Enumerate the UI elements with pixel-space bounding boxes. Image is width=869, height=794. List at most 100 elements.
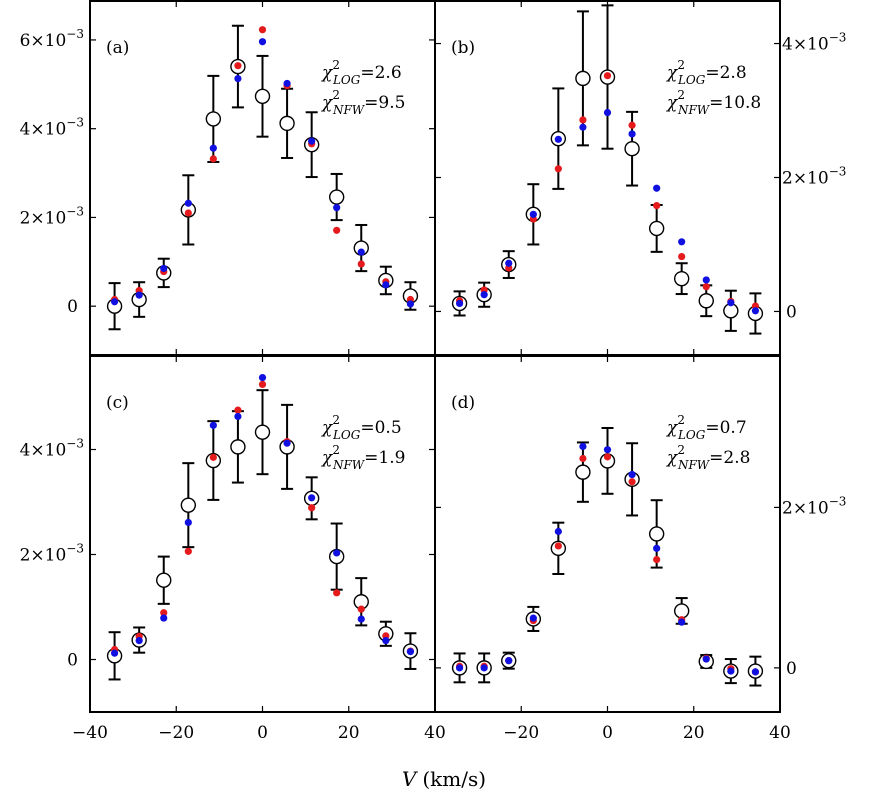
nfw-model-point	[505, 657, 513, 665]
y-tick-label-mantissa: 0	[786, 659, 797, 679]
obs-point	[328, 189, 345, 205]
chi-subscript: NFW	[677, 458, 711, 472]
y-tick-label-mantissa: 4×10	[782, 35, 829, 55]
nfw-model-point	[258, 373, 267, 382]
chi-superscript: 2	[332, 443, 340, 457]
chi-symbol: χ	[666, 93, 679, 113]
nfw-model-point	[234, 412, 242, 421]
y-tick-label: 2×10−3	[782, 494, 846, 518]
equals-sign: =	[364, 448, 378, 468]
nfw-model-point	[678, 618, 686, 626]
nfw-model-point	[480, 664, 488, 672]
chi-symbol: χ	[666, 448, 679, 468]
chi2-value: 0.7	[720, 418, 747, 438]
obs-point	[648, 220, 665, 237]
y-tick-label-mantissa: 4×10	[20, 120, 67, 140]
y-tick-label-mantissa: 2×10	[20, 546, 67, 566]
chi-subscript: LOG	[677, 73, 706, 87]
log-model-point	[628, 121, 636, 129]
chi-symbol: χ	[321, 418, 334, 438]
nfw-model-point	[678, 238, 686, 246]
y-tick-label-mantissa: 2×10	[782, 498, 829, 518]
log-model-point	[702, 283, 710, 291]
nfw-model-point	[480, 291, 488, 299]
y-tick-label: 0	[786, 659, 797, 679]
y-tick-label: 2×10−3	[20, 204, 84, 228]
log-model-point	[333, 589, 341, 597]
chi-symbol: χ	[666, 63, 679, 83]
panel-a: 02×10−34×10−36×10−3(a)χ2 LOG=2.6χ2 NFW=9.5	[20, 0, 436, 356]
equals-sign: =	[709, 448, 723, 468]
chi-superscript: 2	[677, 443, 685, 457]
nfw-model-point	[455, 299, 464, 308]
nfw-model-point	[209, 144, 217, 152]
y-tick-label-exponent: −3	[829, 165, 847, 179]
x-tick-label: −20	[158, 723, 194, 743]
chi2-value: 2.8	[720, 63, 747, 83]
y-tick-label-mantissa: 0	[67, 651, 78, 671]
log-model-point	[579, 454, 587, 463]
y-tick-label: 4×10−3	[20, 437, 84, 461]
log-model-point	[234, 406, 242, 414]
x-tick-label: 40	[769, 723, 791, 743]
nfw-model-point	[505, 259, 513, 267]
y-tick-label-exponent: −3	[66, 204, 84, 218]
chi2-value: 1.9	[378, 448, 405, 468]
y-tick-label: 4×10−3	[20, 116, 84, 140]
obs-point	[205, 111, 222, 127]
nfw-model-point	[357, 248, 365, 256]
nfw-model-point	[333, 549, 341, 557]
y-tick-label-exponent: −3	[66, 437, 84, 451]
y-tick-label-mantissa: 0	[67, 297, 78, 317]
x-tick-label: −40	[72, 723, 108, 743]
y-tick-label-exponent: −3	[829, 31, 847, 45]
log-model-point	[308, 504, 316, 512]
chi-symbol: χ	[321, 93, 334, 113]
y-tick-label-exponent: −3	[66, 116, 84, 130]
nfw-model-point	[308, 137, 316, 145]
nfw-model-point	[308, 494, 316, 502]
chi2-log-annotation: χ2 LOG=2.6	[321, 58, 402, 87]
y-tick-label: 6×10−3	[20, 27, 84, 51]
equals-sign: =	[709, 93, 723, 113]
chi-subscript: NFW	[332, 103, 366, 117]
equals-sign: =	[360, 63, 374, 83]
log-model-point	[209, 453, 217, 461]
x-axis-label-unit: (km/s)	[422, 767, 486, 791]
nfw-model-point	[357, 615, 365, 623]
nfw-model-point	[234, 74, 242, 83]
chi-symbol: χ	[321, 448, 334, 468]
chi2-nfw-annotation: χ2 NFW=2.8	[666, 443, 750, 472]
chi-superscript: 2	[332, 88, 340, 102]
chi-subscript: NFW	[332, 458, 366, 472]
nfw-model-point	[406, 300, 415, 308]
nfw-model-point	[727, 667, 735, 675]
panel-c: 02×10−34×10−3(c)χ2 LOG=0.5χ2 NFW=1.9	[20, 355, 436, 713]
log-model-point	[603, 72, 612, 80]
chi2-value: 10.8	[723, 93, 761, 113]
chi2-log-annotation: χ2 LOG=2.8	[666, 58, 747, 87]
chi2-value: 2.8	[723, 448, 750, 468]
chi-symbol: χ	[666, 418, 679, 438]
x-axis-label: V (km/s)	[402, 767, 486, 791]
log-model-point	[333, 226, 341, 234]
chi-superscript: 2	[677, 88, 685, 102]
log-model-point	[209, 155, 217, 163]
nfw-model-point	[603, 108, 612, 117]
nfw-model-point	[283, 79, 291, 88]
y-tick-label-mantissa: 0	[786, 302, 797, 322]
panel-label: (c)	[106, 393, 129, 413]
nfw-model-point	[751, 668, 760, 676]
nfw-model-point	[529, 614, 537, 622]
nfw-model-point	[702, 655, 710, 663]
panel-b: 02×10−34×10−3(b)χ2 LOG=2.8χ2 NFW=10.8	[434, 0, 847, 356]
nfw-model-point	[283, 439, 291, 447]
nfw-model-point	[160, 614, 168, 622]
y-tick-label-mantissa: 6×10	[20, 31, 67, 51]
log-model-point	[653, 202, 661, 210]
nfw-model-point	[628, 130, 636, 138]
nfw-model-point	[258, 38, 267, 46]
y-tick-label: 4×10−3	[782, 31, 846, 55]
nfw-model-point	[184, 518, 192, 527]
panel-label: (b)	[451, 38, 475, 58]
